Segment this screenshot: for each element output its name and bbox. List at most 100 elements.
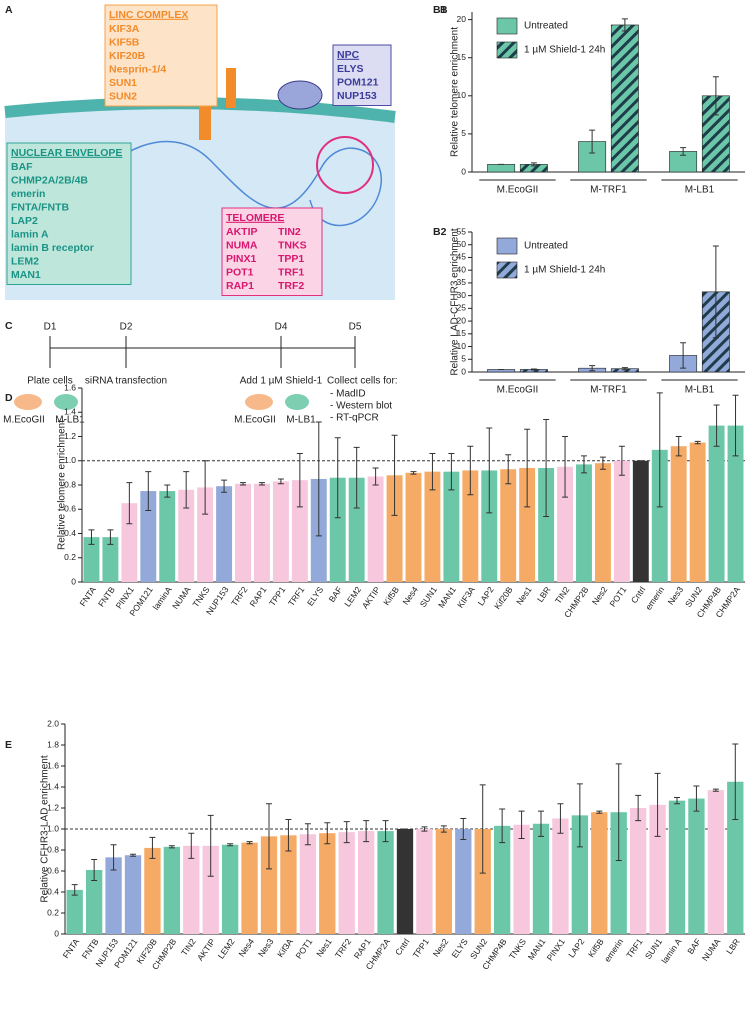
error-bar	[285, 819, 292, 852]
bar	[670, 446, 687, 582]
error-bar	[589, 365, 596, 372]
error-bar	[599, 456, 606, 470]
bar	[435, 829, 453, 934]
y-tick-label: 0.4	[64, 528, 76, 538]
x-tick-label: Cntrl	[393, 937, 412, 958]
box-item: TPP1	[278, 253, 304, 265]
cell	[245, 394, 273, 410]
box-item: LAP2	[11, 215, 38, 227]
x-tick-label: LAP2	[566, 936, 586, 959]
error-bar	[88, 529, 95, 545]
day: D4	[275, 322, 288, 333]
error-bar	[334, 437, 341, 519]
error-bar	[680, 342, 687, 369]
error-bar	[91, 858, 98, 881]
error-bar	[530, 368, 537, 371]
bar	[386, 475, 403, 582]
error-bar	[467, 445, 474, 496]
y-tick-label: 5	[461, 354, 466, 364]
bar	[651, 449, 668, 582]
error-bar	[518, 810, 525, 839]
bar	[183, 845, 200, 934]
error-bar	[421, 826, 428, 832]
error-bar	[110, 844, 117, 871]
error-bar	[656, 392, 663, 508]
cell	[285, 394, 309, 410]
error-bar	[460, 818, 467, 840]
bar	[557, 466, 573, 582]
error-bar	[479, 784, 486, 874]
bar	[424, 471, 441, 582]
error-bar	[621, 18, 628, 32]
box-item: Nesprin-1/4	[109, 63, 166, 75]
error-bar	[353, 446, 360, 509]
error-bar	[538, 810, 544, 837]
box-item: NUMA	[226, 239, 258, 251]
bar	[629, 808, 647, 934]
x-tick-label: Kif5B	[381, 584, 401, 607]
box-item: BAF	[11, 161, 33, 173]
bar	[329, 477, 346, 582]
box-item: LEM2	[11, 255, 39, 267]
bar	[668, 800, 686, 934]
x-tick-label: M-TRF1	[590, 185, 627, 196]
bar	[221, 844, 239, 934]
x-tick-label: TIN2	[179, 936, 198, 957]
box-item: lamin B receptor	[11, 242, 94, 254]
y-tick-label: 5	[461, 128, 466, 138]
y-tick-label: 0	[54, 928, 59, 938]
y-tick-label: 0.2	[47, 907, 59, 917]
bar	[610, 24, 639, 173]
bar	[594, 463, 611, 582]
y-tick-label: 0	[461, 166, 466, 176]
bar	[260, 836, 278, 934]
bar	[367, 476, 384, 582]
box-item: NUP153	[337, 90, 377, 102]
error-bar	[712, 76, 719, 116]
chromatin	[79, 140, 383, 227]
y-tick-label: 10	[457, 90, 467, 100]
y-tick-label: 1.6	[64, 382, 76, 392]
box-item: TIN2	[278, 226, 301, 238]
error-bar	[126, 482, 133, 525]
y-tick-label: 0.8	[47, 844, 59, 854]
error-bar	[315, 421, 322, 537]
box-item: SUN1	[109, 77, 137, 89]
error-bar	[654, 772, 661, 837]
bar	[163, 846, 181, 934]
x-tick-label: LBR	[724, 937, 742, 956]
x-tick-label: FNTA	[61, 936, 82, 960]
error-bar	[145, 471, 152, 511]
y-tick-label: 20	[457, 315, 467, 325]
bar	[197, 487, 214, 582]
bar	[487, 164, 516, 173]
error-bar	[732, 743, 739, 821]
panel-label: A	[5, 4, 13, 16]
bar	[85, 869, 103, 934]
x-tick-label: Nes1	[314, 936, 334, 958]
box	[332, 44, 392, 106]
error-bar	[557, 803, 564, 834]
box-item: KIF20B	[109, 50, 146, 62]
bar	[416, 829, 433, 934]
x-tick-label: Nes4	[236, 936, 256, 958]
error-bar	[732, 394, 739, 457]
error-bar	[130, 853, 136, 857]
error-bar	[712, 788, 719, 792]
bar	[235, 483, 251, 582]
panel-label: C	[5, 320, 13, 332]
x-tick-label: emerin	[602, 936, 625, 963]
bar	[102, 537, 119, 582]
error-bar	[675, 436, 682, 457]
error-bar	[694, 440, 701, 445]
error-bar	[486, 427, 493, 514]
bar	[357, 831, 375, 934]
y-tick-label: 0.2	[64, 552, 76, 562]
x-tick-label: RAP1	[248, 584, 269, 608]
x-tick-label: AKTIP	[195, 936, 217, 962]
error-bar	[410, 471, 417, 475]
x-tick-label: Kif3A	[275, 936, 295, 959]
bar	[727, 781, 744, 934]
bar	[338, 832, 355, 934]
